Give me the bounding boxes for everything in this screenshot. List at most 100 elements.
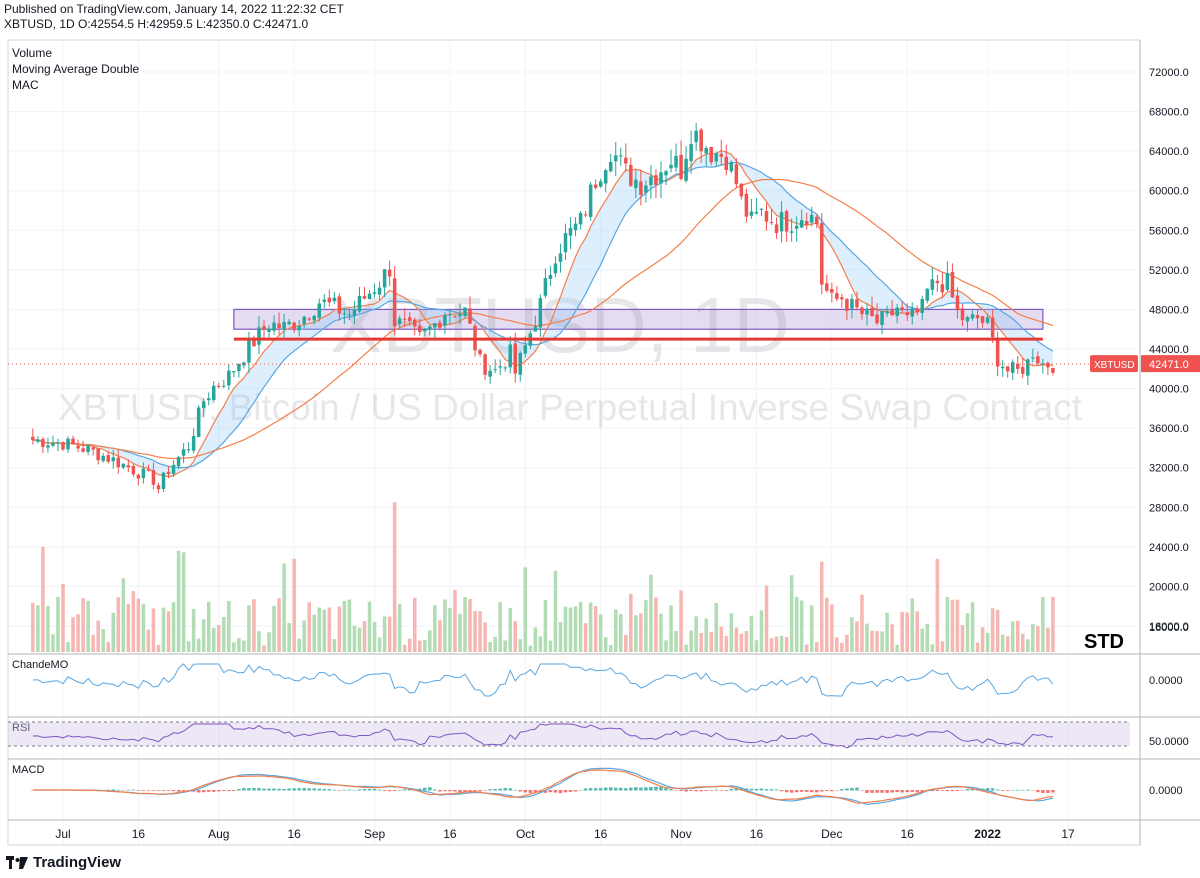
volume-bar (578, 601, 583, 652)
candle-body (845, 299, 849, 311)
candle-body (563, 233, 568, 253)
volume-bar (624, 634, 628, 652)
volume-bar (272, 605, 276, 652)
candle-body (925, 288, 930, 301)
volume-bar (900, 611, 904, 652)
macd-histogram-bar (835, 790, 839, 791)
macd-histogram-bar (493, 788, 497, 791)
macd-histogram-bar (583, 788, 588, 791)
candle-body (176, 457, 181, 467)
price-tick-label: 28000.0 (1149, 502, 1189, 514)
volume-bar (267, 632, 271, 652)
candle-body (639, 181, 643, 195)
macd-histogram-bar (1051, 790, 1055, 793)
candle-body (227, 370, 231, 386)
candle-body (764, 211, 769, 222)
indicator-name: ChandeMO (12, 659, 69, 671)
volume-bar (317, 607, 322, 652)
macd-histogram-bar (232, 790, 236, 791)
macd-histogram-bar (865, 790, 869, 793)
candle-body (81, 448, 85, 452)
candle-body (603, 170, 608, 184)
macd-histogram-bar (885, 790, 889, 793)
macd-histogram-bar (699, 790, 703, 792)
volume-bar (709, 631, 713, 652)
volume-bar (634, 615, 638, 652)
macd-histogram-bar (794, 790, 799, 793)
macd-histogram-bar (257, 788, 261, 791)
indicator-name: RSI (12, 722, 30, 734)
candle-body (694, 130, 698, 143)
macd-histogram-bar (242, 788, 246, 791)
candle-body (106, 455, 110, 462)
candle-body (232, 371, 236, 373)
volume-bar (629, 593, 633, 652)
candle-body (649, 176, 653, 186)
macd-histogram-bar (915, 790, 920, 793)
macd-histogram-bar (955, 790, 960, 792)
candle-body (583, 214, 588, 216)
candle-body (438, 322, 442, 328)
candle-body (523, 345, 528, 354)
volume-bar (106, 641, 110, 652)
time-tick-label: 16 (443, 827, 457, 841)
volume-bar (945, 597, 950, 652)
macd-histogram-bar (322, 789, 327, 791)
candle-body (56, 442, 60, 444)
candle-body (890, 309, 894, 316)
tradingview-logo-icon (6, 855, 28, 869)
candle-body (744, 193, 749, 217)
macd-histogram-bar (206, 790, 211, 792)
candle-body (222, 385, 226, 387)
volume-bar (583, 623, 588, 652)
price-tick-label: 24000.0 (1149, 542, 1189, 554)
candle-body (548, 274, 553, 279)
candle-body (980, 316, 985, 323)
macd-histogram-bar (433, 789, 437, 791)
candle-body (945, 273, 950, 290)
candle-body (608, 161, 613, 172)
macd-histogram-bar (880, 790, 884, 793)
macd-histogram-bar (237, 789, 241, 791)
volume-bar (448, 607, 452, 652)
volume-bar (1015, 620, 1020, 652)
candle-body (242, 362, 246, 366)
volume-bar (1046, 627, 1050, 652)
time-tick-label: 16 (132, 827, 146, 841)
volume-bar (608, 644, 613, 652)
volume-bar (458, 613, 462, 652)
volume-bar (533, 627, 538, 652)
volume-bar (980, 627, 985, 652)
volume-bar (935, 558, 940, 652)
macd-histogram-bar (478, 790, 482, 792)
macd-histogram-bar (573, 790, 578, 792)
volume-bar (940, 641, 945, 652)
candle-body (171, 464, 176, 475)
macd-histogram-bar (1026, 789, 1030, 791)
candle-body (835, 293, 839, 299)
volume-bar (865, 623, 869, 652)
volume-bar (397, 604, 402, 652)
macd-histogram-bar (171, 790, 176, 792)
candle-body (573, 223, 578, 231)
macd-histogram-bar (181, 790, 186, 792)
volume-bar (960, 625, 965, 652)
volume-bar (46, 605, 50, 652)
macd-histogram-bar (402, 789, 407, 791)
macd-histogram-bar (106, 789, 110, 791)
tradingview-logo[interactable]: TradingView (6, 854, 121, 871)
candle-body (674, 155, 678, 168)
volume-bar (930, 644, 935, 652)
candle-body (719, 153, 724, 157)
last-price-label: 42471.0 (1149, 359, 1189, 371)
macd-histogram-bar (799, 790, 804, 792)
volume-bar (925, 623, 930, 652)
candle-body (201, 401, 206, 409)
time-tick-label: Sep (364, 827, 386, 841)
macd-histogram-bar (166, 790, 171, 791)
volume-bar (307, 602, 311, 652)
macd-histogram-bar (639, 787, 643, 791)
volume-bar (950, 599, 955, 652)
candle-body (468, 308, 472, 324)
